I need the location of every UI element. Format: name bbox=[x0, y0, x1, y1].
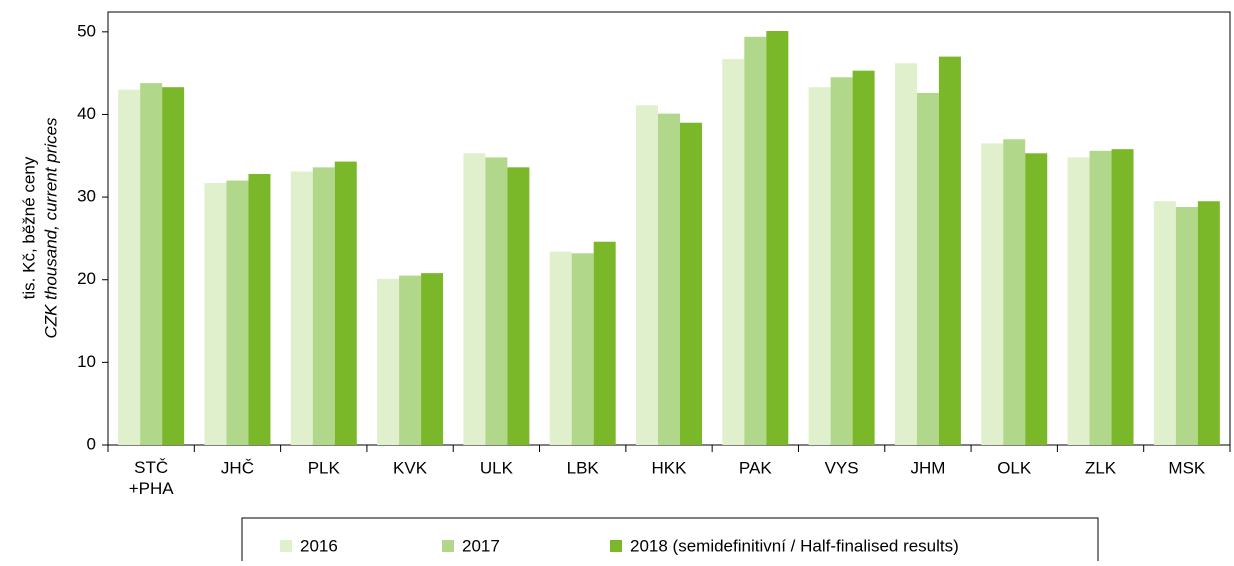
bar bbox=[1003, 139, 1026, 445]
y-tick-label: 40 bbox=[77, 104, 96, 123]
bar bbox=[1089, 150, 1112, 445]
bar bbox=[334, 161, 357, 446]
y-axis-label: CZK thousand, current prices bbox=[41, 117, 60, 339]
bar bbox=[549, 251, 572, 445]
y-tick-label: 0 bbox=[87, 434, 96, 453]
bar bbox=[507, 167, 530, 446]
bar bbox=[226, 180, 249, 446]
bar bbox=[636, 105, 658, 446]
x-tick-label: PLK bbox=[308, 458, 341, 477]
bar bbox=[421, 273, 444, 445]
y-tick-label: 10 bbox=[77, 352, 96, 371]
bar bbox=[830, 77, 853, 446]
bar bbox=[1197, 201, 1220, 445]
x-tick-label: MSK bbox=[1168, 458, 1206, 477]
x-tick-label: PAK bbox=[739, 458, 772, 477]
x-tick-label: VYS bbox=[825, 458, 859, 477]
bar bbox=[204, 183, 227, 446]
x-tick-label: KVK bbox=[393, 458, 428, 477]
x-tick-label: JHM bbox=[910, 458, 945, 477]
bar bbox=[140, 83, 163, 446]
x-tick-label: ULK bbox=[480, 458, 514, 477]
bar bbox=[1153, 201, 1176, 445]
x-tick-label: JHČ bbox=[221, 458, 254, 477]
bar bbox=[808, 87, 831, 445]
legend-label: 2018 (semidefinitivní / Half-finalised r… bbox=[630, 536, 959, 555]
legend-swatch bbox=[610, 540, 622, 552]
x-tick-label: ZLK bbox=[1085, 458, 1117, 477]
bar bbox=[1025, 153, 1048, 445]
bar bbox=[1067, 157, 1090, 445]
bar bbox=[162, 87, 185, 445]
bar bbox=[463, 153, 486, 445]
bar bbox=[1175, 207, 1198, 445]
y-tick-label: 50 bbox=[77, 21, 96, 40]
bar bbox=[658, 113, 680, 445]
x-tick-label: HKK bbox=[652, 458, 688, 477]
bar bbox=[722, 59, 745, 446]
bar bbox=[680, 122, 702, 445]
y-tick-label: 30 bbox=[77, 187, 96, 206]
bar bbox=[981, 143, 1004, 446]
bar bbox=[894, 63, 917, 446]
bar bbox=[377, 278, 400, 445]
bar bbox=[248, 173, 271, 445]
legend-label: 2017 bbox=[462, 536, 500, 555]
bar bbox=[744, 36, 767, 446]
x-tick-label: OLK bbox=[997, 458, 1032, 477]
bar bbox=[916, 92, 939, 445]
bar bbox=[399, 275, 422, 445]
bar bbox=[593, 241, 616, 445]
bar bbox=[312, 167, 335, 446]
bar bbox=[766, 31, 789, 445]
legend-swatch bbox=[442, 540, 454, 552]
bar bbox=[571, 253, 594, 445]
bar bbox=[290, 171, 313, 445]
bar bbox=[485, 157, 508, 445]
legend-label: 2016 bbox=[300, 536, 338, 555]
bar bbox=[938, 56, 961, 446]
legend-frame bbox=[241, 517, 1099, 566]
bar bbox=[118, 89, 141, 446]
bar bbox=[1111, 149, 1134, 445]
x-tick-label: STČ +PHA bbox=[129, 458, 175, 498]
legend-swatch bbox=[280, 540, 292, 552]
y-axis-label: tis. Kč, běžné ceny bbox=[19, 156, 38, 299]
x-tick-label: LBK bbox=[567, 458, 600, 477]
bar bbox=[852, 70, 875, 445]
y-tick-label: 20 bbox=[77, 269, 96, 288]
